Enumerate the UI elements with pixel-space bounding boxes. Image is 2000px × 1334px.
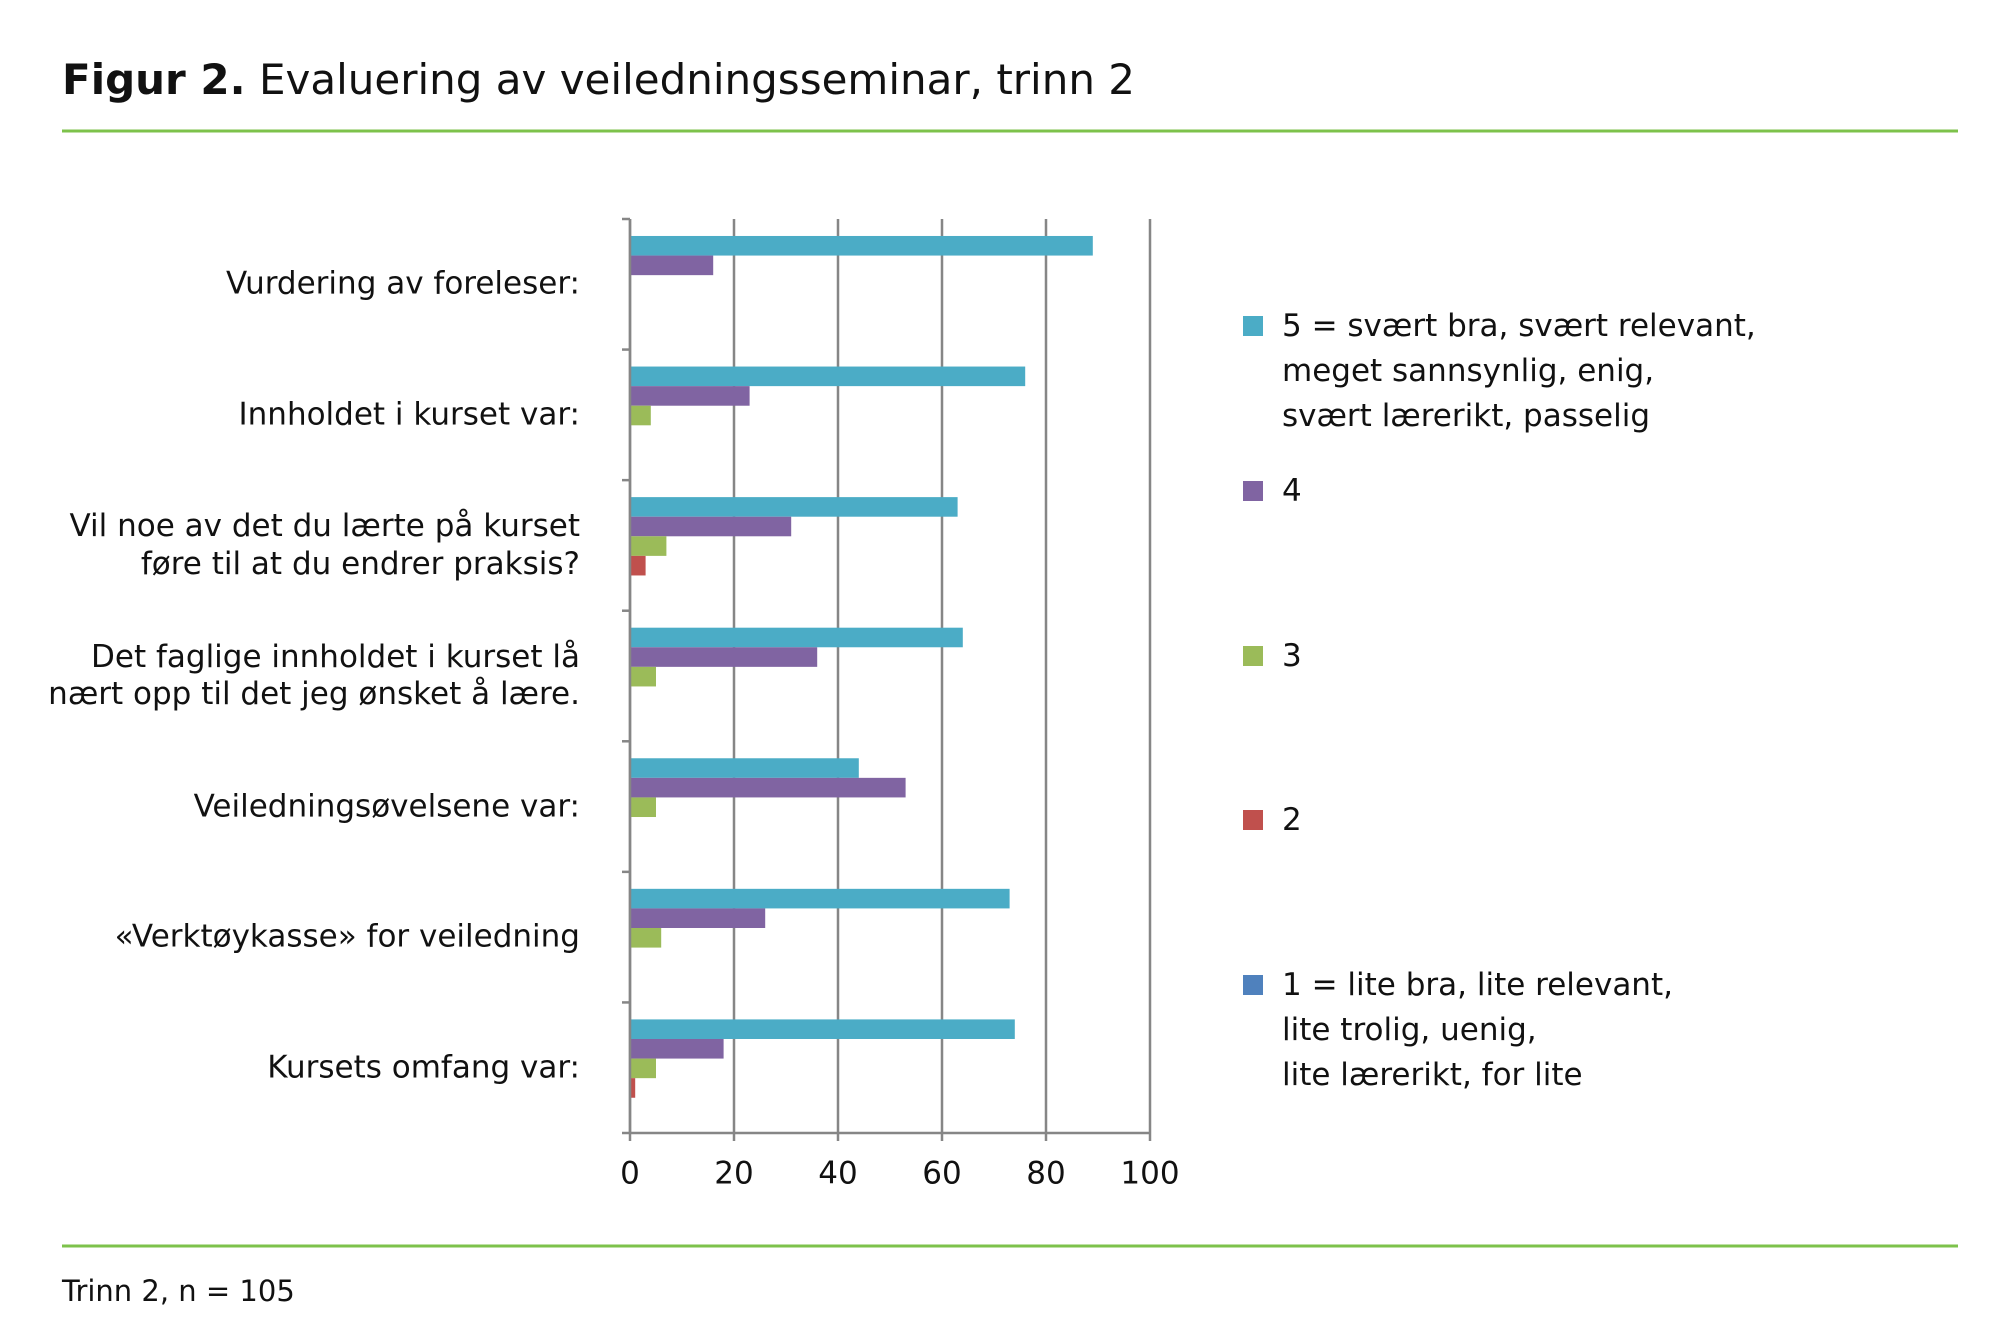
legend-swatch [1243, 316, 1263, 336]
bar [630, 758, 859, 778]
bar [630, 908, 766, 929]
legend-swatch [1243, 646, 1263, 666]
bar [630, 888, 1010, 909]
bar [630, 386, 750, 406]
bar [630, 255, 714, 276]
bar [630, 1058, 656, 1079]
bar [630, 777, 906, 798]
bar [630, 1038, 724, 1059]
y-tick-label: Veiledningsøvelsene var: [193, 787, 580, 824]
y-tick-label: Det faglige innholdet i kurset lå nært o… [48, 638, 580, 712]
legend-swatch [1243, 975, 1263, 995]
y-tick-label: Vurdering av foreleser: [225, 265, 580, 302]
bar [630, 666, 656, 687]
bar [630, 516, 792, 537]
bar [630, 235, 1093, 256]
y-tick-label: Vil noe av det du lærte på kurset føre t… [69, 508, 580, 582]
legend-label: 5 = svært bra, svært relevant, meget san… [1282, 308, 1756, 434]
title-label: Figur 2. [62, 55, 246, 104]
x-tick-label: 20 [714, 1156, 753, 1192]
bar [630, 797, 656, 818]
x-tick-label: 80 [1026, 1156, 1065, 1192]
bar [630, 536, 667, 556]
bar [630, 555, 646, 576]
bar [630, 647, 818, 667]
y-tick-label: Innholdet i kurset var: [238, 396, 581, 433]
legend-label: 4 [1282, 473, 1302, 509]
legend-label: 1 = lite bra, lite relevant, lite trolig… [1282, 967, 1673, 1093]
bar [630, 405, 651, 426]
legend-swatch [1243, 810, 1263, 830]
bar [630, 1078, 636, 1098]
title-text: Evaluering av veiledningsseminar, trinn … [258, 55, 1136, 104]
bar [630, 497, 958, 517]
bar [630, 928, 662, 948]
x-tick-label: 60 [922, 1156, 961, 1192]
x-tick-label: 0 [620, 1156, 640, 1192]
bar [630, 627, 963, 648]
x-tick-label: 40 [818, 1156, 857, 1192]
legend-swatch [1243, 481, 1263, 501]
y-tick-label: «Verktøykasse» for veiledning [114, 918, 580, 955]
bar [630, 1019, 1015, 1039]
y-tick-label: Kursets omfang var: [267, 1049, 580, 1086]
x-tick-label: 100 [1120, 1156, 1179, 1192]
legend-label: 3 [1282, 638, 1302, 674]
chart-title: Figur 2. Evaluering av veiledningssemina… [62, 55, 1135, 105]
footnote: Trinn 2, n = 105 [62, 1274, 295, 1308]
legend-label: 2 [1282, 802, 1302, 838]
bar [630, 366, 1026, 387]
